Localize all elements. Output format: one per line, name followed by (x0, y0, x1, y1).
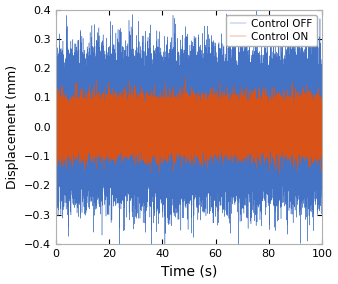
Control OFF (54, 73, 58, 77)
Line: Control OFF: Control OFF (56, 3, 322, 269)
Control OFF (236, 267, 240, 271)
Line: Control ON: Control ON (56, 77, 322, 174)
Control ON (270, 129, 274, 132)
Legend: Control OFF, Control ON: Control OFF, Control ON (226, 15, 317, 46)
Control OFF (255, 1, 259, 4)
Control ON (277, 172, 282, 176)
Control OFF (320, 154, 324, 157)
Control OFF (289, 129, 293, 132)
Control ON (289, 128, 293, 131)
Control ON (320, 141, 324, 145)
Control ON (139, 138, 143, 141)
Control OFF (254, 120, 258, 124)
Control OFF (270, 85, 274, 88)
Control ON (254, 138, 258, 141)
Control ON (183, 75, 187, 78)
Control ON (280, 132, 284, 136)
Control OFF (83, 136, 88, 140)
Control OFF (280, 134, 284, 137)
Control ON (54, 118, 58, 122)
X-axis label: Time (s): Time (s) (161, 264, 217, 278)
Y-axis label: Displacement (mm): Displacement (mm) (5, 65, 19, 189)
Control OFF (139, 68, 143, 72)
Control ON (83, 122, 88, 125)
